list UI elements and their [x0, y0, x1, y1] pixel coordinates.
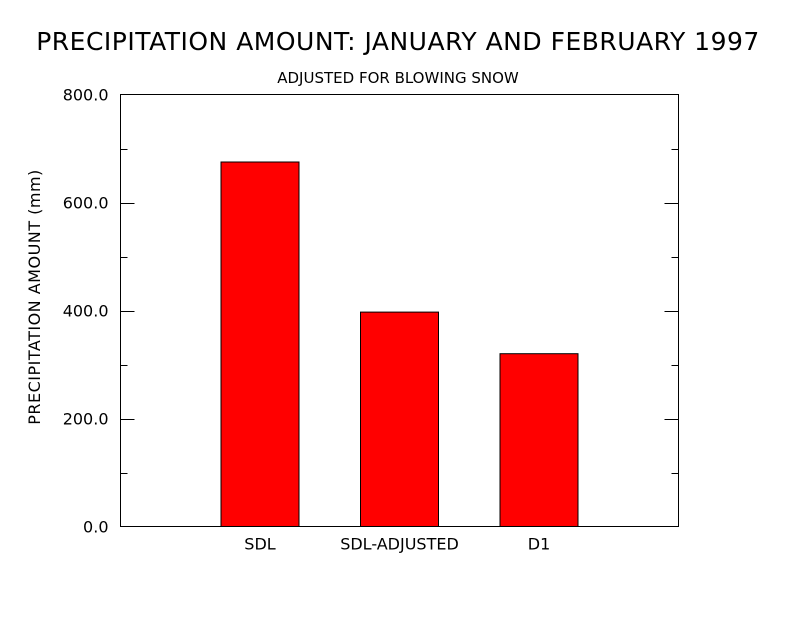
y-tick-label: 800.0: [63, 86, 109, 105]
chart-subtitle: ADJUSTED FOR BLOWING SNOW: [277, 69, 519, 87]
y-axis-label: PRECIPITATION AMOUNT (mm): [25, 169, 44, 425]
y-tick-label: 400.0: [63, 302, 109, 321]
y-tick-label: 200.0: [63, 410, 109, 429]
bars-group: [220, 161, 579, 528]
y-axis-ticks: 0.0 200.0 400.0 600.0 800.0: [63, 86, 679, 537]
plot-area-frame: [120, 94, 679, 527]
chart-title: PRECIPITATION AMOUNT: JANUARY AND FEBRUA…: [36, 27, 760, 56]
y-tick-label: 0.0: [83, 518, 108, 537]
x-tick-label: SDL: [244, 535, 275, 554]
bar-sdl: [220, 161, 300, 527]
bar-sdl-adjusted: [360, 311, 439, 527]
x-tick-label: D1: [528, 535, 551, 554]
x-axis-labels: SDL SDL-ADJUSTED D1: [244, 535, 550, 554]
x-tick-label: SDL-ADJUSTED: [340, 535, 459, 554]
y-tick-label: 600.0: [63, 194, 109, 213]
bar-d1: [499, 353, 579, 528]
